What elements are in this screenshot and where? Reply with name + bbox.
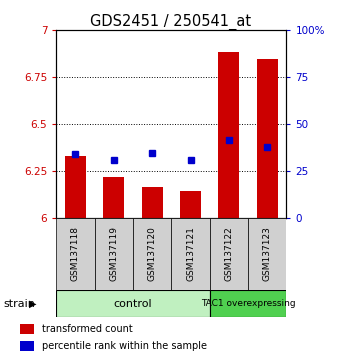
Bar: [133, 218, 171, 290]
Bar: [248, 218, 286, 290]
Bar: [210, 290, 286, 317]
Text: GSM137121: GSM137121: [186, 227, 195, 281]
Bar: [103, 177, 124, 218]
Bar: [171, 218, 210, 290]
Bar: [257, 59, 278, 218]
Bar: [218, 52, 239, 218]
Text: strain: strain: [3, 298, 35, 309]
Bar: [56, 290, 210, 317]
Text: control: control: [114, 298, 152, 309]
Text: GDS2451 / 250541_at: GDS2451 / 250541_at: [90, 14, 251, 30]
Bar: [20, 341, 34, 351]
Text: GSM137118: GSM137118: [71, 227, 80, 281]
Text: ▶: ▶: [29, 298, 36, 309]
Bar: [94, 218, 133, 290]
Bar: [56, 218, 94, 290]
Text: GSM137123: GSM137123: [263, 227, 272, 281]
Text: TAC1 overexpressing: TAC1 overexpressing: [201, 299, 295, 308]
Text: percentile rank within the sample: percentile rank within the sample: [43, 341, 207, 350]
Text: GSM137122: GSM137122: [224, 227, 233, 281]
Text: transformed count: transformed count: [43, 325, 133, 335]
Text: GSM137120: GSM137120: [148, 227, 157, 281]
Bar: [20, 324, 34, 335]
Bar: [180, 192, 201, 218]
Bar: [210, 218, 248, 290]
Bar: [142, 187, 163, 218]
Text: GSM137119: GSM137119: [109, 227, 118, 281]
Bar: [65, 156, 86, 218]
